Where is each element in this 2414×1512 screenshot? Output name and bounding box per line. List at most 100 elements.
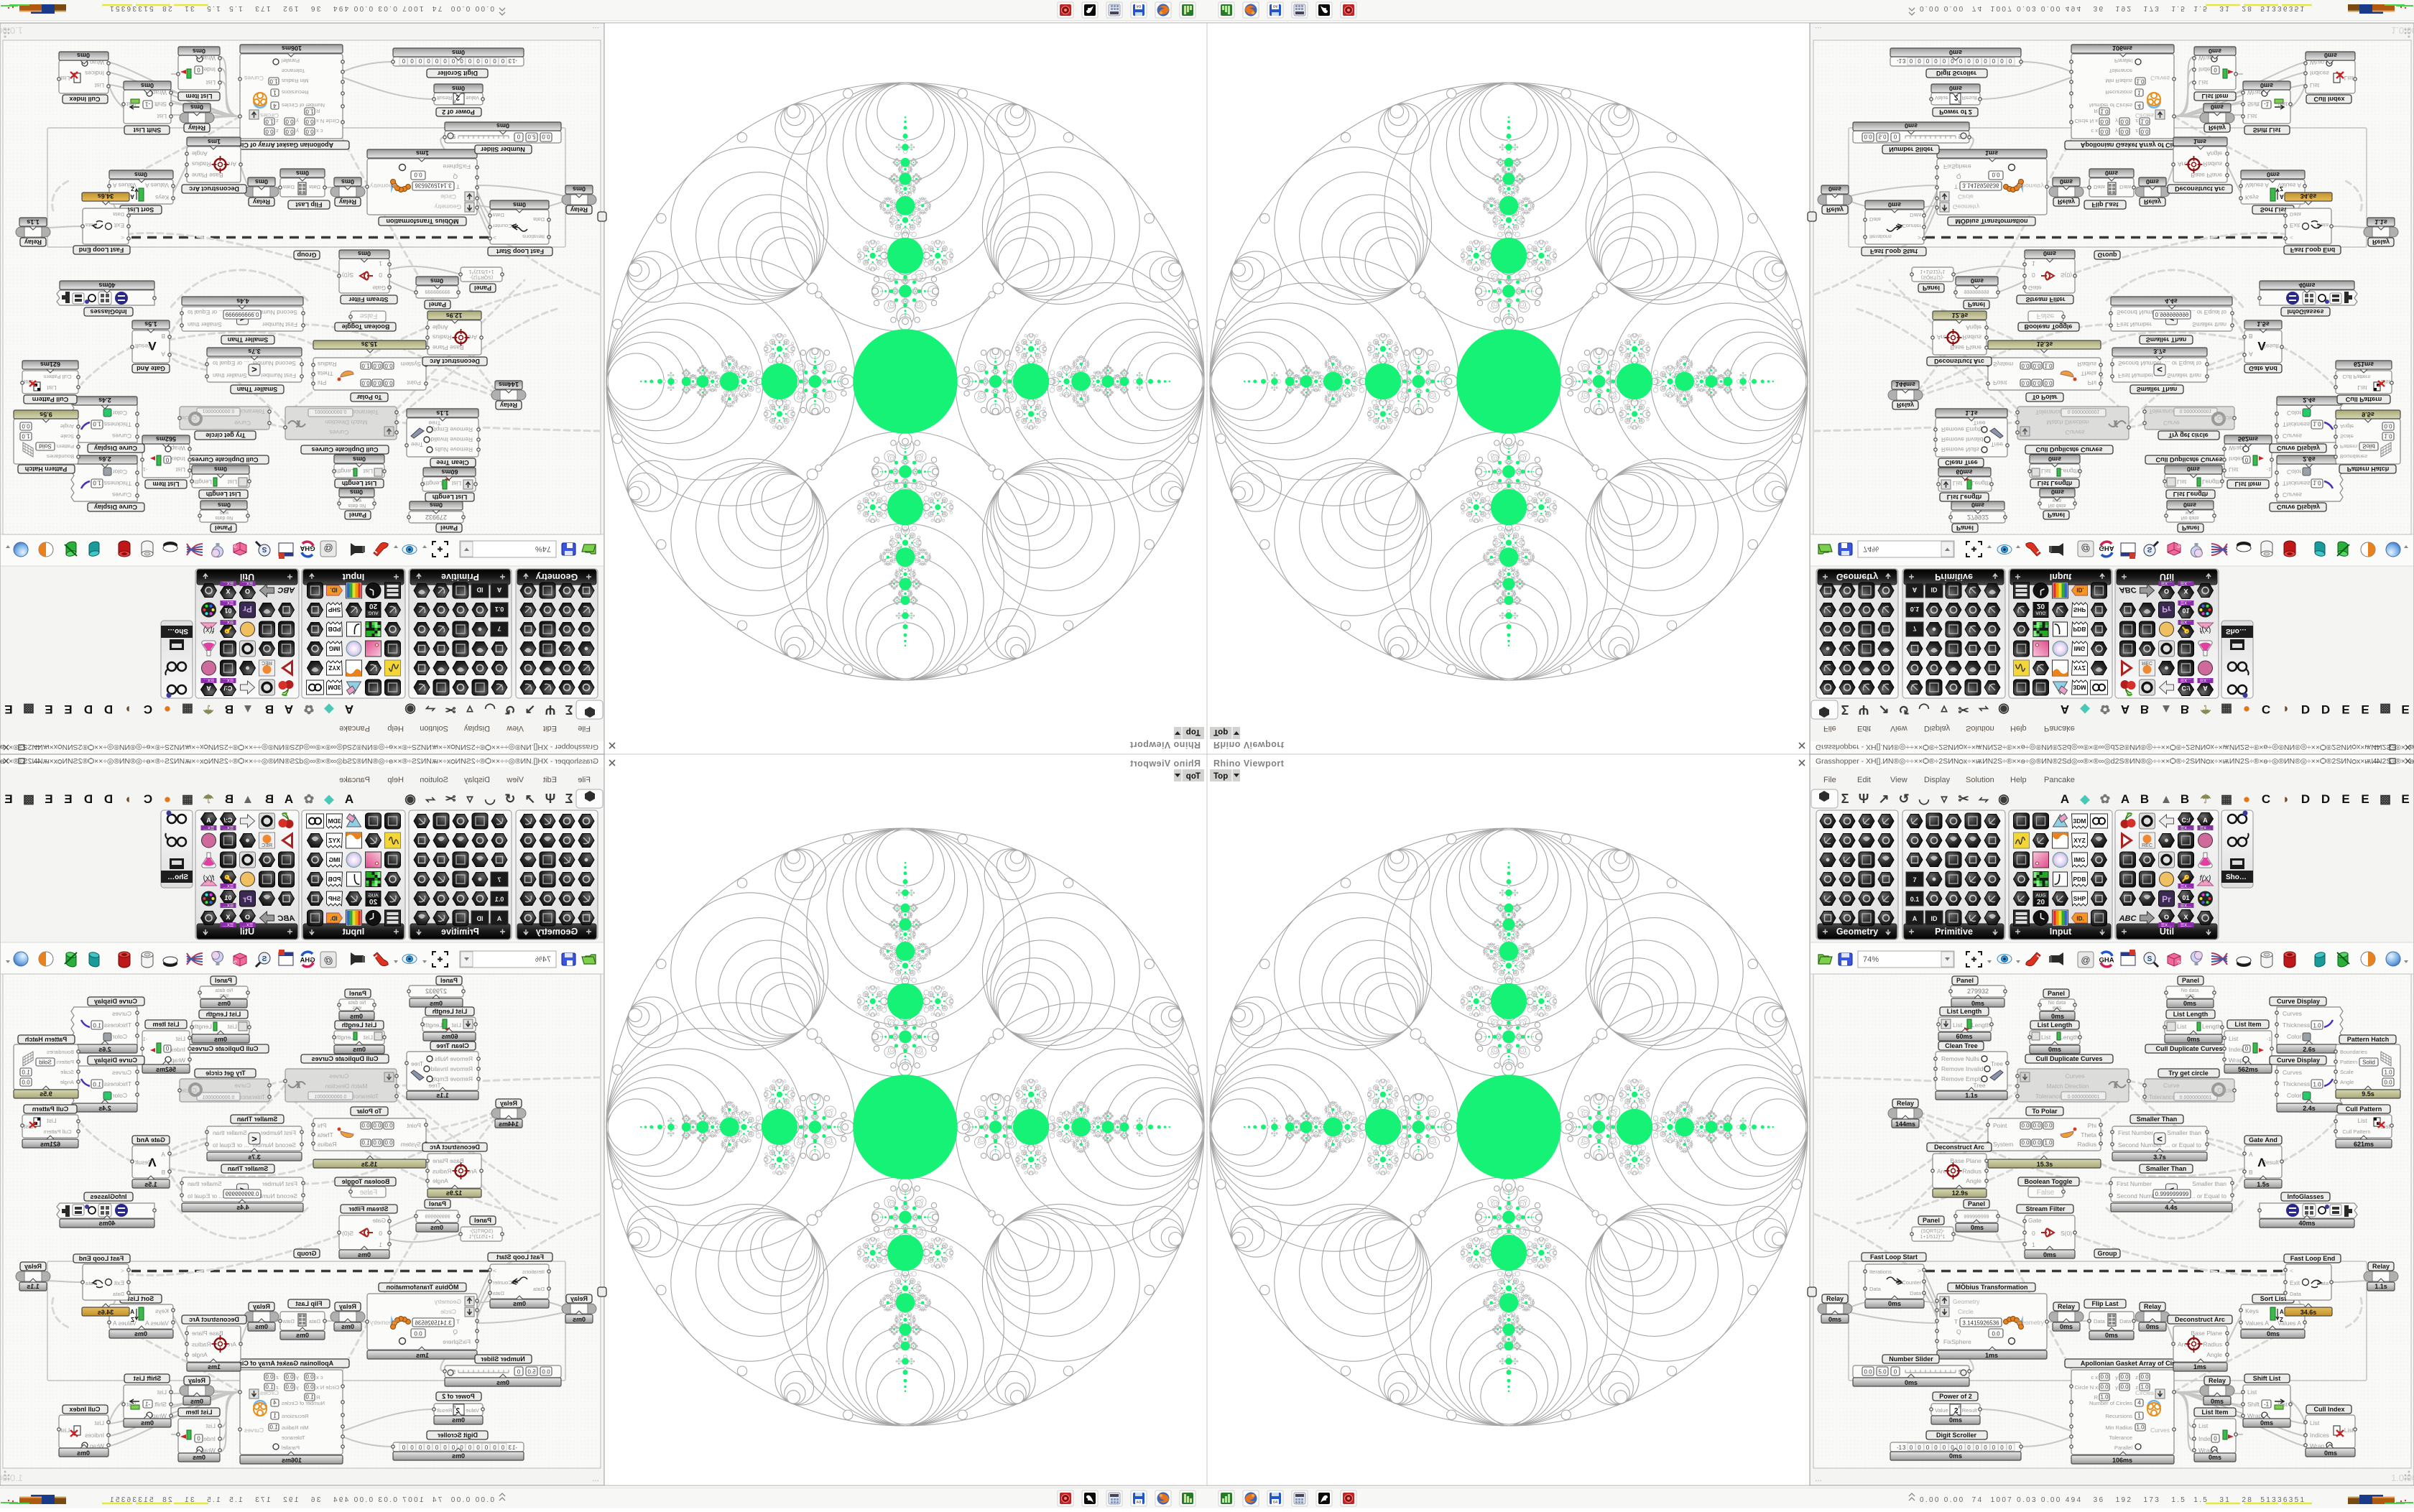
svg-text:Tree: Tree	[1991, 1060, 2003, 1067]
svg-text:A: A	[1913, 915, 1918, 922]
svg-text:0: 0	[1943, 1444, 1946, 1451]
svg-text:0.0000000001: 0.0000000001	[2068, 1095, 2100, 1100]
svg-text:Relay: Relay	[2144, 1303, 2161, 1310]
svg-text:Data: Data	[2094, 1318, 2106, 1325]
svg-text:E: E	[2341, 792, 2349, 806]
svg-text:Wrap: Wrap	[2229, 1057, 2243, 1064]
svg-text:Deconstruct Arc: Deconstruct Arc	[2175, 1316, 2225, 1323]
svg-text:Index: Index	[2229, 1046, 2244, 1053]
svg-text:0: 0	[2245, 1046, 2249, 1052]
svg-text:144ms: 144ms	[1895, 1121, 1915, 1128]
svg-text:1.0: 1.0	[2136, 1424, 2145, 1431]
svg-text:Top: Top	[1213, 772, 1228, 781]
svg-text:Radius: Radius	[2078, 1141, 2096, 1148]
svg-text:AUG: AUG	[2035, 894, 2045, 899]
svg-text:SHP: SHP	[2073, 895, 2086, 902]
svg-text:Geometry: Geometry	[1836, 927, 1878, 937]
svg-text:FixSphere: FixSphere	[1943, 1338, 1971, 1345]
svg-text:REC: REC	[2142, 843, 2152, 848]
svg-text:-1: -1	[2264, 1401, 2270, 1408]
svg-text:List Item: List Item	[2234, 1021, 2261, 1028]
svg-text:Curves: Curves	[2283, 1069, 2302, 1076]
svg-text:First Number: First Number	[2117, 1180, 2152, 1187]
svg-text:List Item: List Item	[2201, 1409, 2228, 1416]
svg-text:1.0: 1.0	[2044, 1140, 2053, 1146]
svg-text:▿: ▿	[1940, 792, 1948, 806]
svg-text:◉: ◉	[1998, 792, 2010, 806]
svg-text:0.0: 0.0	[2140, 1374, 2149, 1381]
svg-text:z: z	[2135, 1374, 2138, 1381]
svg-text:01: 01	[2182, 894, 2189, 901]
svg-text:Geometry: Geometry	[2017, 1319, 2045, 1326]
svg-text:Gate And: Gate And	[2249, 1136, 2277, 1144]
svg-text:0: 0	[1967, 1444, 1971, 1451]
svg-text:0: 0	[1926, 1444, 1930, 1451]
svg-text:0.0: 0.0	[2033, 1140, 2041, 1146]
svg-text:…: …	[1815, 1475, 1822, 1483]
svg-text:E: E	[2361, 792, 2369, 806]
svg-text:Panel: Panel	[2048, 990, 2065, 997]
svg-text:Remove Invalid: Remove Invalid	[1941, 1065, 1984, 1072]
svg-text:Boolean Toggle: Boolean Toggle	[2025, 1178, 2073, 1185]
svg-text:ABC: ABC	[2119, 914, 2137, 923]
svg-text:1.5s: 1.5s	[2257, 1181, 2270, 1188]
svg-text:Tolerance: Tolerance	[2035, 1093, 2062, 1100]
svg-text:☰X…: ☰X…	[2161, 923, 2172, 928]
svg-text:Geometry: Geometry	[1953, 1298, 1980, 1305]
svg-text:To Polar: To Polar	[2032, 1108, 2058, 1115]
svg-text:0: 0	[1918, 1444, 1921, 1451]
svg-text:0ms: 0ms	[1949, 1416, 1962, 1424]
svg-text:Relay: Relay	[2372, 1263, 2390, 1270]
svg-text:Edit: Edit	[1857, 776, 1871, 784]
svg-text:0ms: 0ms	[2267, 1330, 2280, 1337]
svg-text:List: List	[1953, 1021, 1963, 1029]
svg-text:4: 4	[2137, 1400, 2141, 1406]
svg-text:1: 1	[2137, 1413, 2141, 1419]
svg-text:✂: ✂	[1958, 792, 1969, 806]
svg-text:Scale: Scale	[2340, 1069, 2354, 1075]
svg-text:List: List	[2229, 1035, 2239, 1042]
svg-text:Data: Data	[2290, 1291, 2302, 1297]
svg-text:Shift: Shift	[2247, 1401, 2260, 1408]
svg-text:Primitive: Primitive	[1935, 927, 1973, 937]
svg-text:List: List	[2041, 1034, 2051, 1041]
svg-text:Number of Circles: Number of Circles	[2089, 1400, 2132, 1406]
svg-text:Pattern Hatch: Pattern Hatch	[2347, 1036, 2390, 1043]
svg-text:List: List	[2177, 1023, 2187, 1030]
svg-text:Relay: Relay	[2058, 1303, 2075, 1310]
svg-text:Cull Index: Cull Index	[2313, 1406, 2344, 1413]
svg-text:Relay: Relay	[2209, 1377, 2226, 1384]
svg-text:0: 0	[1959, 1444, 1963, 1451]
svg-text:◆: ◆	[2079, 792, 2090, 806]
svg-text:E: E	[2401, 792, 2409, 806]
svg-text:Indices: Indices	[2310, 1432, 2329, 1439]
svg-text:☰X…: ☰X…	[2181, 904, 2191, 909]
svg-text:y: y	[2115, 1384, 2118, 1391]
svg-text:File: File	[1823, 776, 1836, 784]
svg-text:1.0: 1.0	[2384, 1070, 2392, 1076]
svg-text:A: A	[2203, 817, 2208, 824]
svg-text:74%: 74%	[1863, 955, 1879, 964]
svg-text:Panel: Panel	[1956, 977, 1974, 984]
svg-text:1.1s: 1.1s	[1965, 1092, 1978, 1099]
svg-text:Smaller than: Smaller than	[2167, 1129, 2201, 1136]
svg-text:▦: ▦	[2221, 792, 2232, 806]
svg-text:1.1s: 1.1s	[2374, 1283, 2387, 1290]
svg-text:Curves: Curves	[2066, 1072, 2085, 1080]
svg-text:Gate: Gate	[2028, 1217, 2042, 1224]
svg-text:15.3s: 15.3s	[2037, 1161, 2053, 1168]
svg-text:0.0: 0.0	[2021, 1123, 2030, 1129]
svg-text:0ms: 0ms	[2324, 1450, 2337, 1457]
svg-text:Input: Input	[2050, 927, 2072, 937]
svg-text:↺: ↺	[1898, 792, 1909, 806]
svg-text:Boundaries: Boundaries	[2340, 1049, 2367, 1055]
svg-text:Radius: Radius	[2203, 1341, 2222, 1348]
svg-text:A: A	[2280, 1309, 2284, 1315]
svg-text:MÖbius Transformation: MÖbius Transformation	[1955, 1284, 2027, 1291]
svg-text:Cull Pattern: Cull Pattern	[2342, 1128, 2370, 1135]
svg-text:20: 20	[2037, 899, 2045, 906]
svg-text:0ms: 0ms	[2051, 1013, 2064, 1020]
svg-text:... or Equal to: ... or Equal to	[2165, 1141, 2201, 1149]
svg-text:Remove Nulls: Remove Nulls	[1941, 1055, 1979, 1062]
svg-text:False: False	[2037, 1189, 2055, 1197]
